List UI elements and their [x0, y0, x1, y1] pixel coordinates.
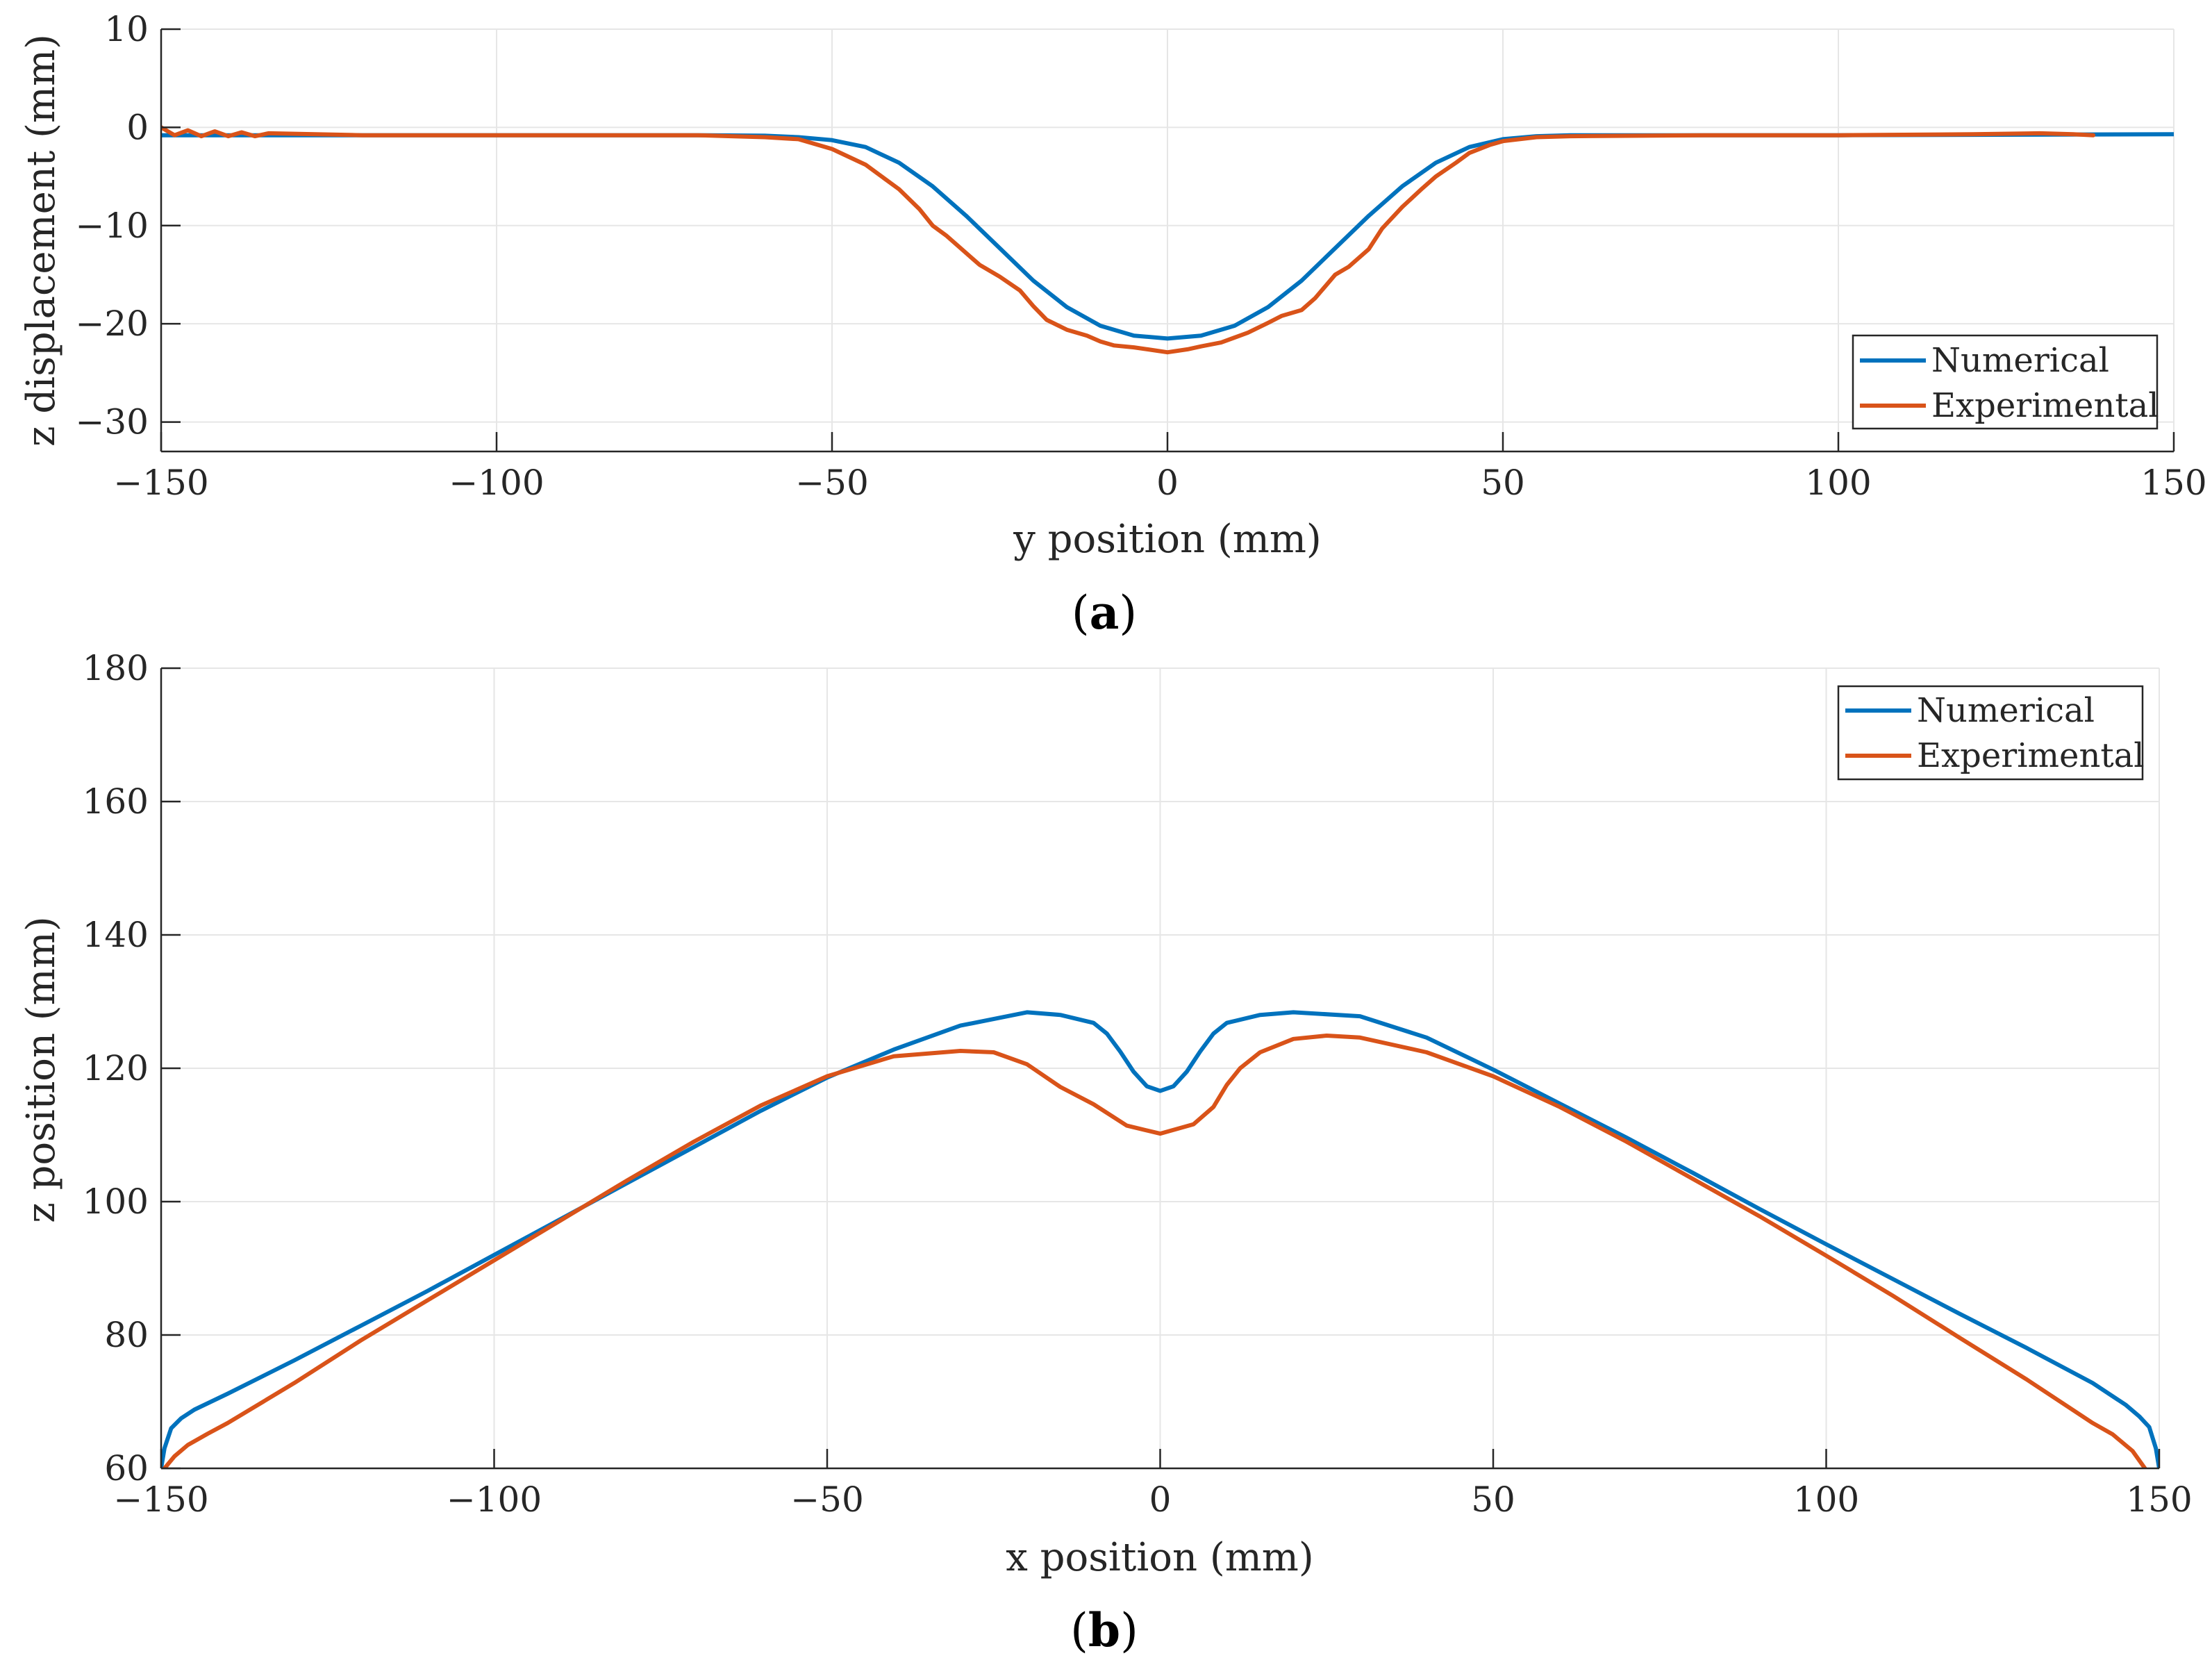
chart-a-series-experimental-line: [161, 125, 2096, 355]
chart-a-y-axis-label: z displacement (mm): [19, 34, 64, 447]
chart-a-grid: [160, 28, 2174, 451]
chart-a-y-ticks: −30 −20 −10 0 10: [75, 9, 181, 442]
chart-b-x-axis-label: x position (mm): [1006, 1535, 1314, 1580]
chart-a-x-ticks: −150 −100 −50 0 50 100 150: [113, 432, 2207, 503]
chart-a-legend-numerical: Numerical: [1931, 341, 2109, 380]
chart-b-x-tick-label-1: −100: [447, 1479, 542, 1520]
chart-b-y-tick-label-1: 80: [104, 1315, 149, 1355]
chart-b-panel-label: (b): [1070, 1603, 1138, 1657]
chart-a-x-tick-label-1: −100: [449, 463, 544, 503]
chart-b: −150 −100 −50 0 50 100 150 60 80 100 120 140 160 180…: [19, 648, 2193, 1657]
chart-a-x-tick-label-2: −50: [795, 463, 869, 503]
chart-b-x-tick-label-6: 150: [2126, 1479, 2192, 1520]
chart-b-series-numerical-line: [161, 1010, 2159, 1468]
chart-a-x-axis-label: y position (mm): [1013, 517, 1322, 562]
chart-b-legend: Numerical Experimental: [1837, 685, 2145, 781]
chart-a-y-tick-label-4: 10: [104, 9, 149, 49]
chart-b-series-experimental-line: [162, 1034, 2148, 1468]
chart-b-y-tick-label-3: 120: [83, 1048, 149, 1088]
chart-a-plot-area: [161, 125, 2174, 355]
chart-b-x-tick-label-2: −50: [790, 1479, 864, 1520]
chart-a-legend-box: [1852, 334, 2159, 430]
chart-b-y-ticks: 60 80 100 120 140 160 180: [83, 648, 181, 1488]
chart-b-y-tick-label-2: 100: [83, 1181, 149, 1222]
chart-a-x-tick-label-3: 0: [1156, 463, 1179, 503]
chart-b-x-ticks: −150 −100 −50 0 50 100 150: [113, 1449, 2193, 1520]
chart-a-x-tick-label-4: 50: [1481, 463, 1525, 503]
chart-b-x-tick-label-0: −150: [113, 1479, 208, 1520]
chart-a-legend: Numerical Experimental: [1852, 334, 2159, 430]
chart-b-y-tick-label-5: 160: [83, 781, 149, 822]
chart-a-y-tick-label-1: −20: [75, 304, 149, 344]
chart-a-y-tick-label-3: 0: [126, 107, 149, 147]
chart-a-y-tick-label-2: −10: [75, 206, 149, 246]
chart-b-y-tick-label-6: 180: [83, 648, 149, 688]
chart-b-x-tick-label-4: 50: [1471, 1479, 1515, 1520]
chart-a-x-tick-label-5: 100: [1805, 463, 1871, 503]
chart-b-legend-experimental: Experimental: [1917, 736, 2145, 775]
chart-b-y-tick-label-0: 60: [104, 1448, 149, 1488]
chart-b-y-axis-label: z position (mm): [19, 916, 64, 1222]
chart-b-x-tick-label-3: 0: [1149, 1479, 1172, 1520]
chart-a-panel-label: (a): [1072, 586, 1137, 640]
chart-b-legend-numerical: Numerical: [1917, 691, 2095, 730]
chart-a-y-tick-label-0: −30: [75, 402, 149, 442]
chart-a-x-tick-label-0: −150: [113, 463, 208, 503]
chart-b-legend-box: [1837, 685, 2144, 781]
chart-b-x-tick-label-5: 100: [1793, 1479, 1859, 1520]
chart-b-y-tick-label-4: 140: [83, 915, 149, 955]
chart-a-x-tick-label-6: 150: [2140, 463, 2206, 503]
chart-a-legend-experimental: Experimental: [1931, 386, 2159, 425]
chart-b-plot-area: [161, 1010, 2159, 1468]
